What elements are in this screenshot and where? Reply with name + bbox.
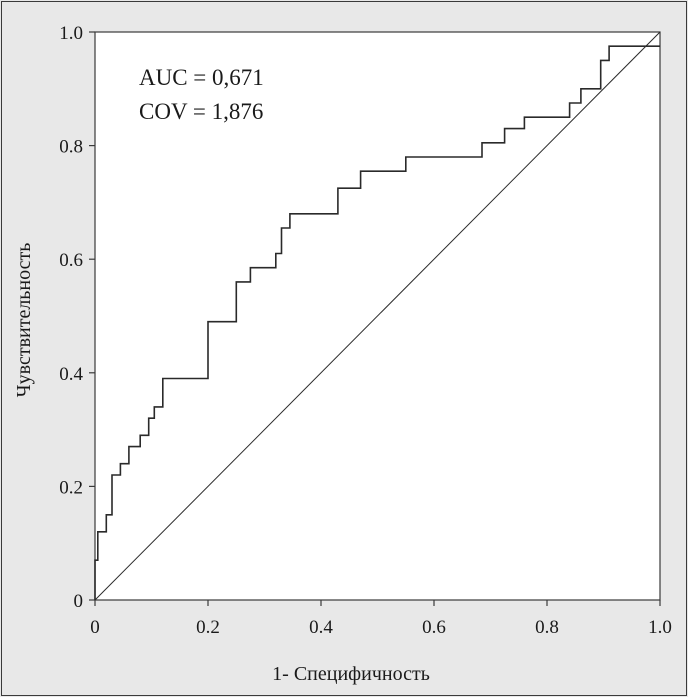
reference-diagonal-line xyxy=(94,31,661,601)
x-tick-label: 0.8 xyxy=(535,617,559,638)
y-tick-label: 0.4 xyxy=(59,364,83,385)
y-axis-title: Чувствительность xyxy=(13,243,35,398)
y-tick-label: 0.6 xyxy=(59,250,83,271)
x-axis-title: 1- Специфичность xyxy=(272,663,430,685)
y-tick-label: 0 xyxy=(74,591,84,612)
x-tick-label: 0.6 xyxy=(422,617,446,638)
roc-curve-line xyxy=(94,45,660,600)
x-tick-label: 0 xyxy=(90,617,100,638)
y-tick-label: 0.2 xyxy=(59,477,83,498)
y-tick-label: 1.0 xyxy=(59,23,83,44)
x-tick-label: 0.4 xyxy=(309,617,333,638)
annotation-auc: AUC = 0,671 xyxy=(139,65,264,90)
annotation-cov: COV = 1,876 xyxy=(139,99,263,124)
y-tick-label: 0.8 xyxy=(59,137,83,158)
axis-ticks: 0 0.2 0.4 0.6 0.8 1.0 0 0.2 0.4 0.6 0.8 1.0 xyxy=(59,23,672,638)
x-tick-label: 1.0 xyxy=(648,617,672,638)
x-tick-label: 0.2 xyxy=(196,617,220,638)
